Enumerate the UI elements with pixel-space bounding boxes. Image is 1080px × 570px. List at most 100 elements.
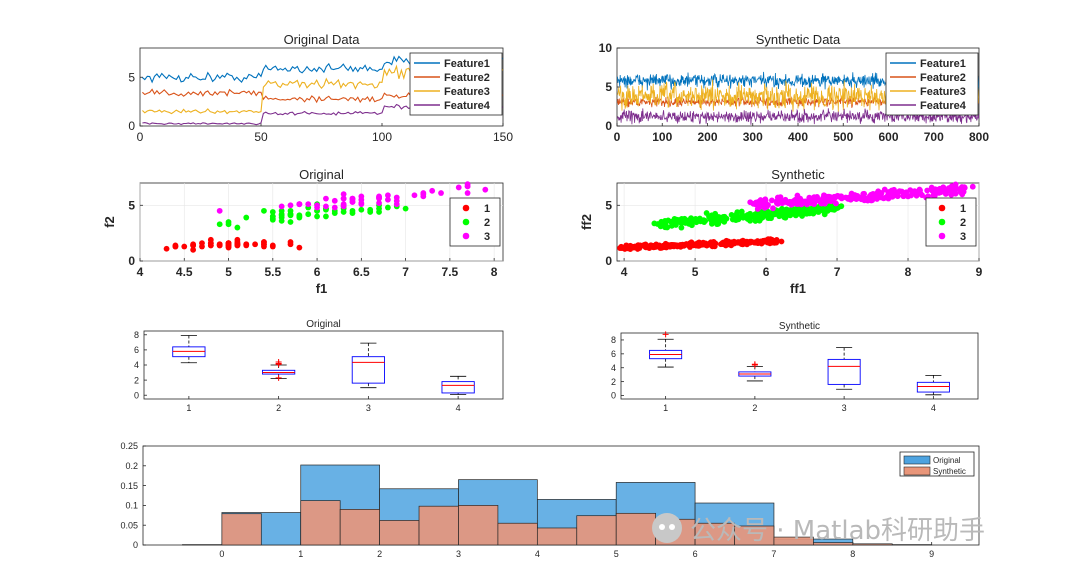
x-axis-label: f1: [316, 281, 328, 296]
scatter-point: [777, 194, 784, 201]
scatter-point: [296, 244, 303, 251]
watermark: 公众号 · Matlab科研助手: [652, 508, 1052, 548]
scatter-point: [331, 197, 338, 204]
scatter-point: [690, 241, 697, 248]
x-tick-label: 9: [929, 549, 934, 559]
y-tick-label: 2: [611, 377, 616, 387]
legend-entry: Original: [933, 456, 961, 465]
scatter-point: [885, 193, 892, 200]
scatter-point: [358, 200, 365, 206]
scatter-point: [891, 186, 897, 193]
scatter-point: [959, 184, 965, 190]
scatter-point: [712, 210, 719, 217]
scatter-point: [728, 211, 735, 218]
scatter-point: [959, 191, 966, 198]
scatter-point: [662, 240, 669, 247]
y-tick-label: 8: [134, 330, 139, 340]
y-tick-label: 5: [128, 198, 135, 212]
legend-entry: 1: [960, 203, 966, 215]
scatter-point: [770, 237, 776, 244]
scatter-point: [657, 223, 664, 230]
y-tick-label: 0.25: [120, 441, 138, 451]
scatter-point: [225, 221, 232, 228]
histogram-bar: [418, 505, 459, 546]
axes-title: Synthetic: [779, 321, 820, 332]
scatter-point: [314, 204, 320, 211]
x-tick-label: 50: [254, 130, 268, 144]
scatter-point: [792, 198, 799, 205]
scatter-point: [756, 204, 763, 210]
y-tick-label: 0.05: [120, 520, 138, 530]
scatter-point: [269, 209, 276, 215]
x-tick-label: 800: [969, 130, 989, 144]
x-tick-label: 2: [752, 403, 757, 413]
scatter-point: [747, 199, 754, 206]
scatter-point: [376, 200, 382, 206]
x-tick-label: 1: [298, 549, 303, 559]
x-tick-label: 8: [491, 265, 498, 279]
scatter-point: [824, 207, 831, 214]
scatter-point: [367, 209, 374, 215]
x-tick-label: 500: [833, 130, 853, 144]
x-tick-label: 400: [788, 130, 808, 144]
scatter-point: [216, 207, 223, 214]
scatter-point: [869, 193, 876, 200]
x-tick-label: 6.5: [353, 265, 370, 279]
x-axis-label: ff1: [790, 281, 806, 296]
scatter-point: [190, 246, 197, 253]
x-tick-label: 300: [743, 130, 763, 144]
scatter-point: [216, 221, 223, 228]
scatter-point: [349, 196, 356, 203]
histogram-bar: [379, 520, 420, 546]
scatter-point: [683, 241, 690, 247]
scatter-point: [464, 190, 471, 196]
histogram-bar: [458, 505, 499, 546]
legend-entry: Feature2: [444, 72, 490, 84]
scatter-point: [243, 214, 250, 221]
scatter-point: [740, 214, 747, 221]
histogram-bar: [536, 527, 578, 546]
axes-frame: [143, 330, 504, 400]
scatter-point: [323, 213, 329, 220]
scatter-point: [648, 242, 655, 249]
scatter-point: [779, 205, 785, 212]
box-iqr: [827, 358, 861, 385]
scatter-point: [908, 192, 914, 199]
scatter-point: [651, 220, 658, 227]
scatter-point: [190, 242, 197, 249]
scatter-point: [261, 241, 267, 248]
scatter-point: [803, 210, 810, 217]
scatter-point: [830, 195, 836, 202]
scatter-point: [916, 186, 923, 193]
scatter-point: [768, 212, 775, 219]
scatter-point: [243, 241, 250, 248]
y-tick-label: 0.1: [125, 501, 138, 511]
y-tick-label: 0: [134, 390, 139, 400]
legend-entry: Feature1: [444, 58, 490, 70]
y-tick-label: 0: [605, 119, 612, 133]
legend-swatch: [462, 232, 470, 240]
y-tick-label: 0: [133, 540, 138, 550]
scatter-point: [681, 215, 688, 222]
x-tick-label: 2: [377, 549, 382, 559]
scatter-point: [924, 187, 931, 194]
outlier-marker: [751, 361, 758, 368]
scatter-point: [851, 195, 858, 202]
scatter-point: [287, 219, 294, 225]
scatter-point: [728, 239, 735, 246]
scatter-point: [770, 205, 776, 212]
legend-box: [925, 197, 977, 247]
scatter-point: [402, 205, 409, 212]
scatter-point: [768, 197, 775, 204]
y-tick-label: 8: [611, 335, 616, 345]
scatter-point: [657, 243, 663, 249]
scatter-point: [696, 240, 702, 247]
x-tick-label: 6: [763, 265, 770, 279]
scatter-point: [181, 243, 188, 250]
x-tick-label: 9: [976, 265, 983, 279]
scatter-point: [340, 191, 347, 198]
legend-swatch: [462, 218, 470, 226]
scatter-point: [278, 203, 285, 210]
legend-box: [449, 197, 501, 247]
y-tick-label: 5: [605, 198, 612, 212]
